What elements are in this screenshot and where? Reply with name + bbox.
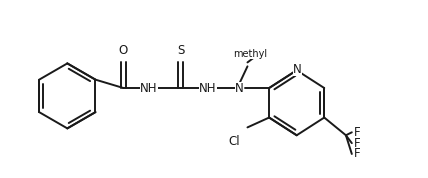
- Text: F: F: [354, 147, 360, 161]
- Text: NH: NH: [199, 82, 217, 95]
- Text: S: S: [177, 43, 184, 56]
- Text: F: F: [354, 137, 360, 150]
- Text: F: F: [354, 126, 360, 139]
- Text: N: N: [293, 63, 302, 76]
- Text: methyl: methyl: [233, 49, 268, 59]
- Text: Cl: Cl: [228, 135, 240, 148]
- Text: NH: NH: [140, 82, 158, 95]
- Text: N: N: [235, 82, 244, 95]
- Text: O: O: [119, 43, 128, 56]
